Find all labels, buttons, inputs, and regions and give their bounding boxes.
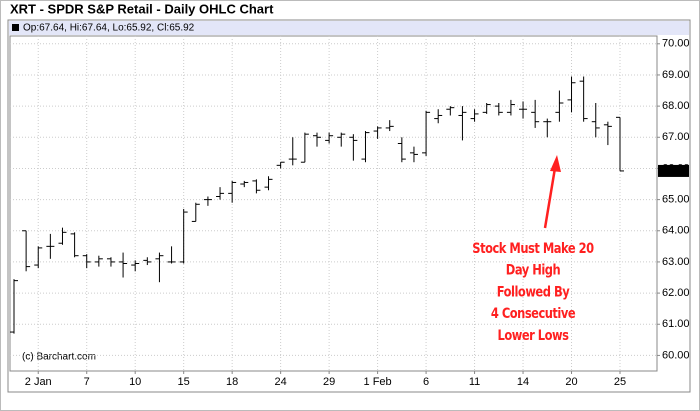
ohlc-bar (46, 233, 55, 259)
ohlc-bar (300, 132, 309, 163)
ohlc-bar (313, 132, 321, 147)
x-tick-label: 7 (84, 376, 90, 388)
x-tick-label: 1 Feb (364, 376, 392, 388)
ohlc-bar (434, 109, 443, 124)
x-tick-label: 2 Jan (25, 376, 52, 388)
ohlc-bar (494, 103, 503, 116)
ohlc-bar (470, 109, 479, 122)
x-tick-label: 10 (129, 376, 141, 388)
ohlc-bar (216, 187, 225, 200)
ohlc-bar (106, 257, 115, 267)
ohlc-bar (579, 76, 588, 122)
ohlc-bar (131, 260, 140, 272)
ohlc-bar (22, 230, 31, 272)
ohlc-bar (10, 279, 18, 334)
ohlc-bar (155, 252, 164, 283)
y-tick-label: 63.00 (662, 256, 690, 268)
x-tick-label: 20 (565, 376, 577, 388)
y-tick-label: 65.00 (662, 194, 690, 206)
x-tick-label: 29 (323, 376, 335, 388)
x-tick-label: 6 (423, 376, 429, 388)
ohlc-bar (94, 255, 103, 267)
ohlc-bar (482, 103, 491, 114)
y-tick-label: 60.00 (662, 349, 690, 361)
y-tick-label: 69.00 (662, 69, 690, 81)
ohlc-bar (276, 161, 285, 169)
ohlc-bar (349, 134, 358, 161)
ohlc-bar (70, 232, 79, 258)
ohlc-bar (228, 180, 237, 203)
header-text: Op:67.64, Hi:67.64, Lo:65.92, Cl:65.92 (23, 23, 195, 34)
annotation-text: Followed By (497, 284, 570, 300)
ohlc-bar (446, 106, 455, 116)
ohlc-bar (373, 126, 382, 139)
price-tag-box (658, 164, 689, 177)
y-tick-label: 62.00 (662, 287, 690, 299)
watermark: (c) Barchart.com (22, 352, 96, 363)
ohlc-bar (603, 121, 612, 146)
y-tick-label: 68.00 (662, 100, 690, 112)
ohlc-bar (325, 132, 334, 144)
x-tick-label: 14 (517, 376, 529, 388)
ohlc-bar (555, 90, 564, 122)
header-strip (9, 21, 689, 35)
header-icon (12, 24, 19, 31)
ohlc-bar (167, 246, 176, 264)
x-tick-label: 11 (469, 376, 480, 388)
ohlc-bar (616, 116, 624, 172)
annotation-text: 4 Consecutive (491, 306, 576, 322)
ohlc-bar (82, 254, 91, 269)
x-tick-label: 15 (178, 376, 190, 388)
y-tick-label: 70.00 (662, 38, 690, 50)
ohlc-bar (58, 227, 67, 245)
ohlc-bar (179, 208, 188, 264)
ohlc-bar (288, 137, 297, 166)
ohlc-bar (119, 252, 128, 278)
labels: 60.0061.0062.0063.0064.0065.0066.0067.00… (25, 38, 690, 388)
ohlc-bar (458, 106, 467, 141)
y-tick-label: 61.00 (662, 318, 690, 330)
ohlc-bar (252, 179, 261, 194)
ohlc-bar (397, 137, 406, 163)
ohlc-bar (422, 110, 431, 156)
bars (10, 76, 624, 334)
annotation-text: Stock Must Make 20 (472, 241, 594, 257)
ohlc-bar (264, 176, 273, 191)
y-tick-label: 64.00 (662, 225, 690, 237)
ohlc-bar (337, 132, 346, 147)
x-tick-label: 24 (275, 376, 287, 388)
annotation-text: Day High (506, 263, 561, 279)
ohlc-bar (409, 146, 418, 163)
annotation: Stock Must Make 20 Day High Followed By 4 C… (472, 155, 595, 344)
ohlc-bar (531, 99, 540, 128)
price-tag: 65.92 (661, 165, 689, 177)
x-tick-label: 18 (226, 376, 238, 388)
annotation-text: Lower Lows (498, 328, 570, 344)
ohlc-bar (567, 76, 576, 113)
ohlc-bar (519, 101, 528, 119)
ohlc-bar (191, 202, 200, 222)
ohlc-bar (543, 118, 552, 138)
grid (10, 36, 657, 371)
chart-title: XRT - SPDR S&P Retail - Daily OHLC Chart (10, 1, 274, 16)
ohlc-bar (361, 131, 370, 163)
x-tick-label: 25 (614, 376, 626, 388)
annotation-arrow (543, 167, 557, 229)
annotation-arrowhead (550, 155, 561, 172)
ohlc-bar (203, 196, 212, 206)
ohlc-bar (34, 246, 43, 269)
ohlc-bar (240, 180, 249, 188)
ohlc-bar (385, 120, 394, 132)
ohlc-bar (591, 103, 600, 138)
ohlc-bar (506, 99, 515, 116)
ohlc-bar (143, 257, 152, 266)
y-tick-label: 67.00 (662, 131, 690, 143)
